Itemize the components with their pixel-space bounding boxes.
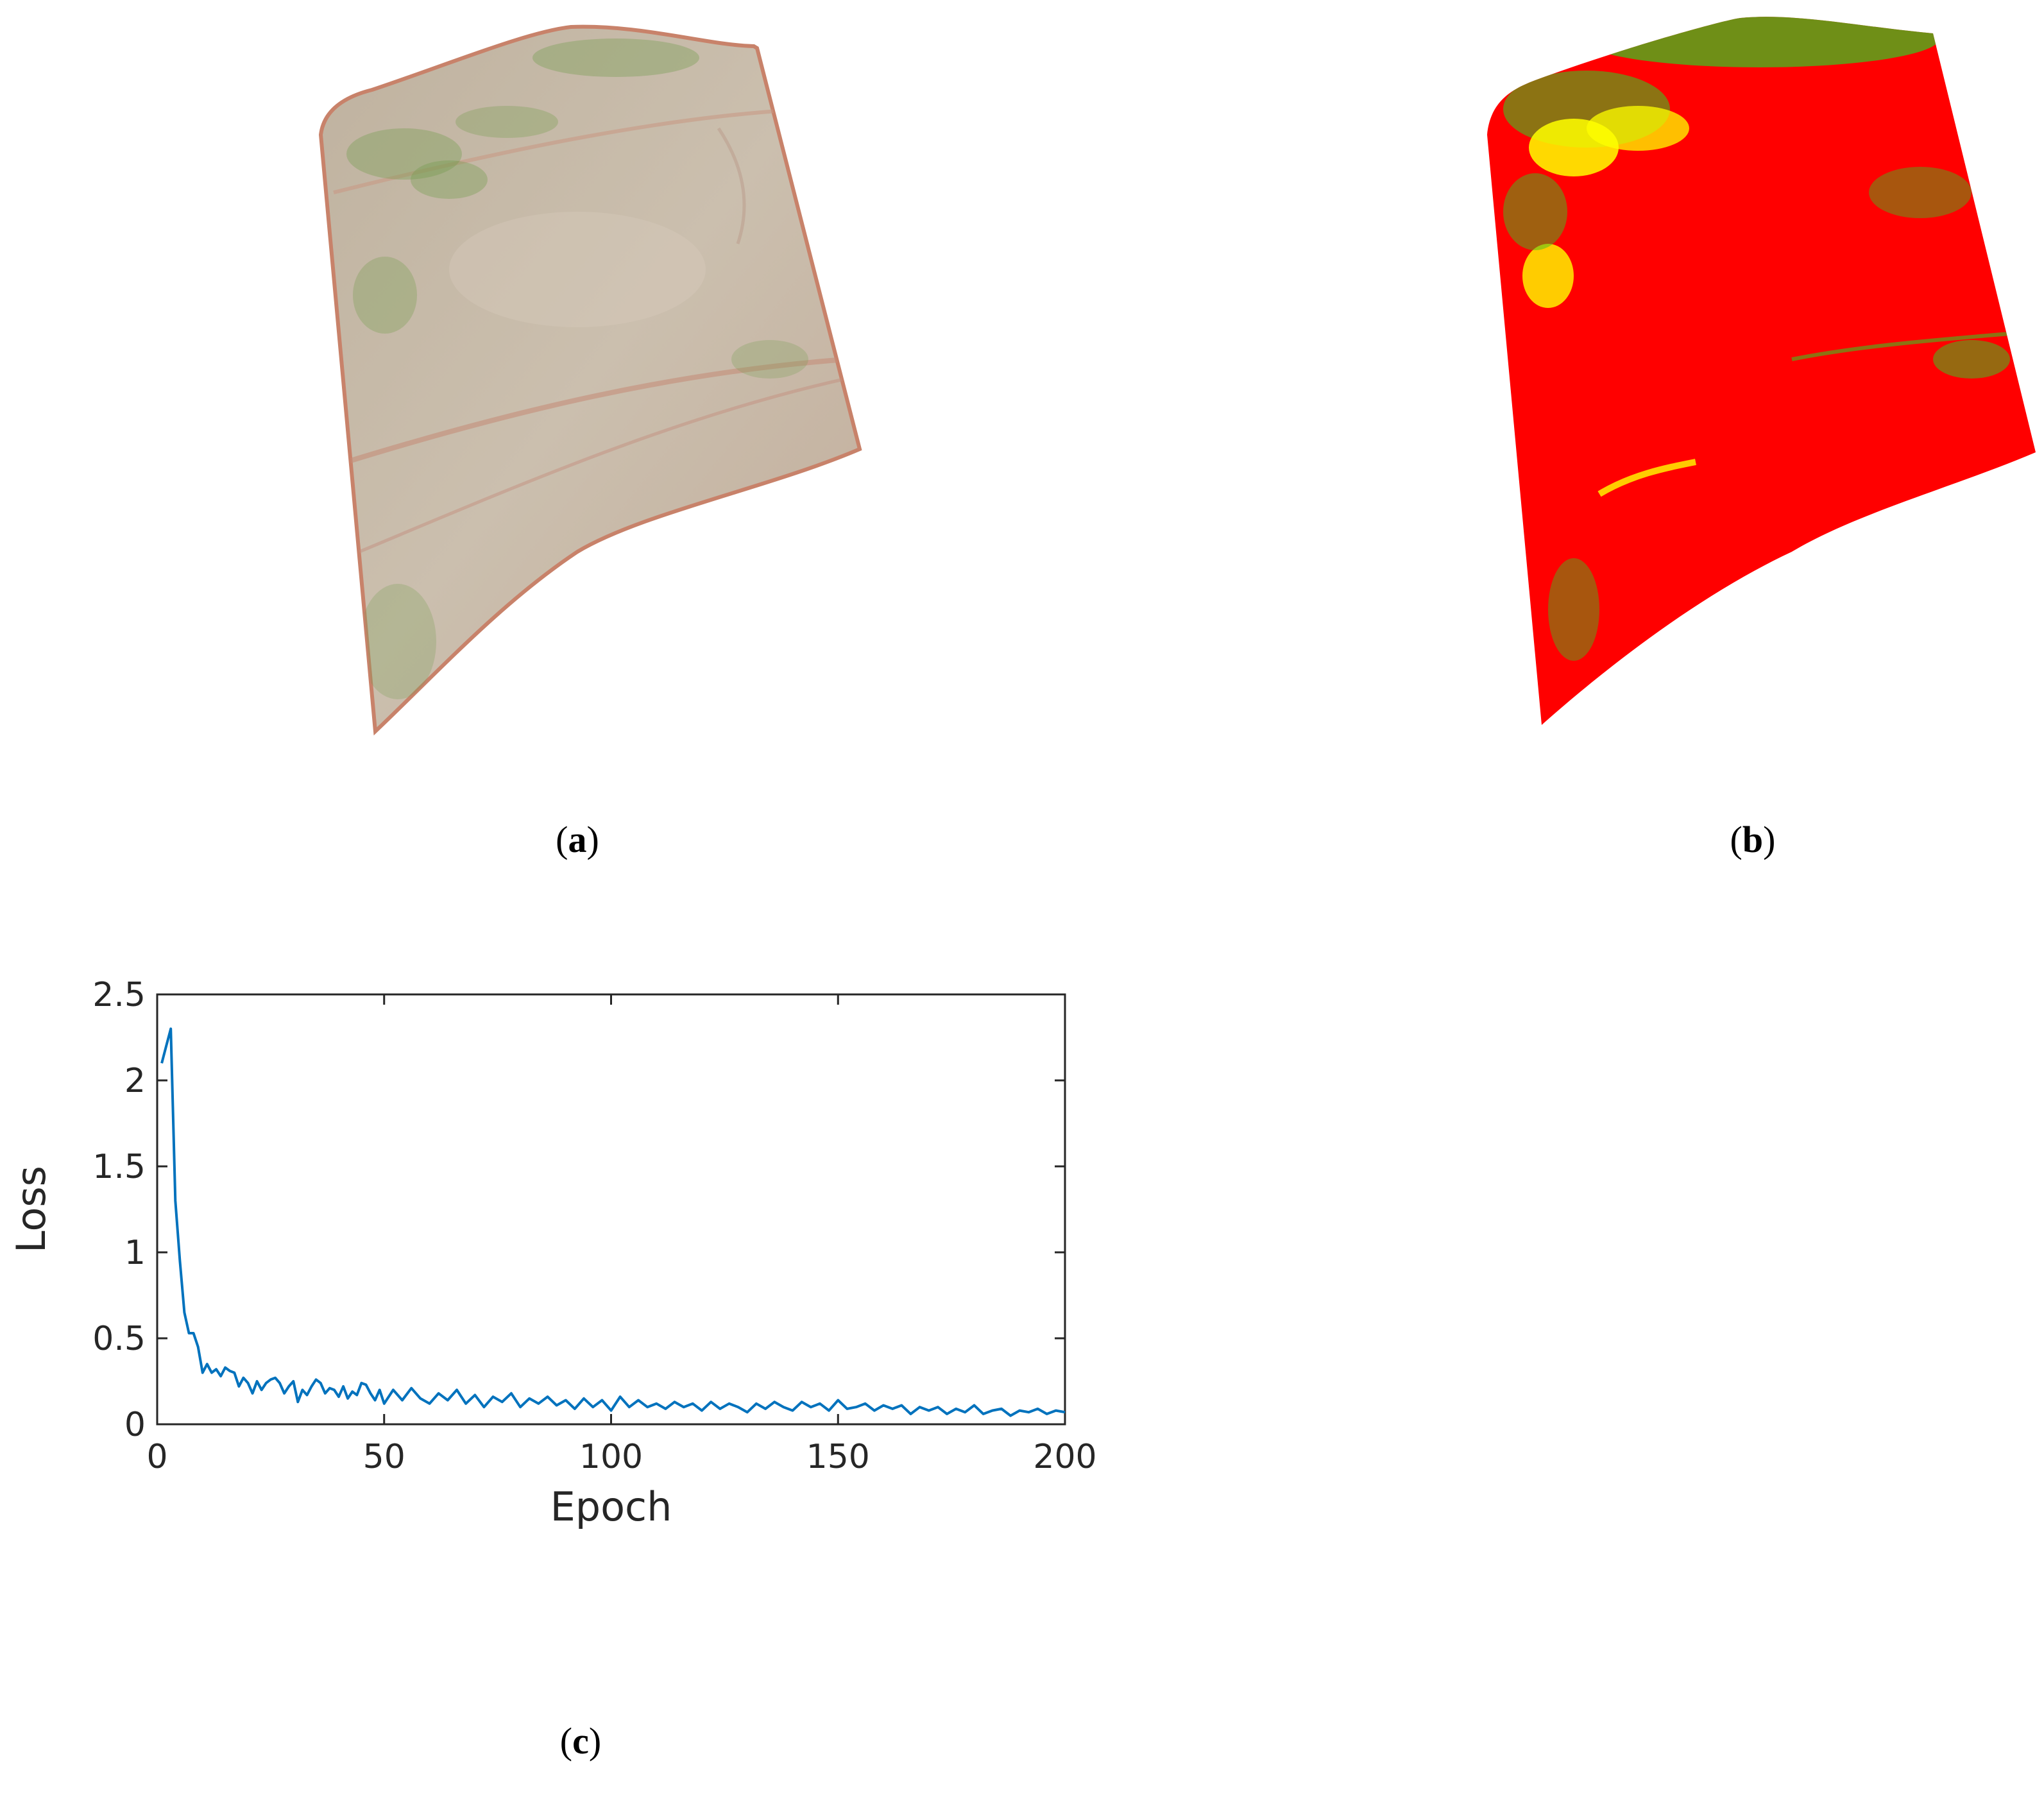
caption-a: (a) [556,819,599,860]
y-tick-label: 0 [124,1406,146,1444]
series-group [160,1027,1066,1417]
x-tick-label: 100 [579,1438,643,1476]
caption-b-letter: b [1742,819,1764,860]
y-tick-label: 2.5 [92,976,146,1014]
x-tick-label: 50 [363,1438,405,1476]
loss-chart: 0 50 100 150 200 0 0.5 1 1.5 2 2.5 Epoch Loss [8,976,1097,1530]
field-texture [333,38,847,699]
panel-b-image [1022,0,2044,770]
panel-a-image [0,0,1022,770]
y-tick-label: 1.5 [92,1148,146,1186]
field-rgb-image [318,24,862,736]
caption-b: (b) [1730,819,1776,860]
classification-map-image [1487,17,2036,725]
y-tick-label: 1 [124,1234,146,1272]
y-tick-label: 2 [124,1062,146,1100]
x-tick-label: 200 [1033,1438,1096,1476]
field-shape [318,24,862,736]
plot-area-frame [156,993,1066,1426]
caption-c-letter: c [572,1720,589,1762]
class-map-shape [1487,17,2036,725]
panel-c-chart: 0 50 100 150 200 0 0.5 1 1.5 2 2.5 Epoch Loss [0,950,1129,1546]
y-tick-label: 0.5 [92,1320,146,1358]
x-tick-label: 150 [806,1438,870,1476]
x-axis-label: Epoch [550,1483,672,1530]
y-axis-label: Loss [8,1166,55,1253]
x-tick-label: 0 [146,1438,167,1476]
axis-ticks: 0 50 100 150 200 0 0.5 1 1.5 2 2.5 [92,976,1096,1476]
caption-c: (c) [559,1720,602,1762]
loss-series-line [160,1027,1066,1417]
caption-a-letter: a [568,819,587,860]
